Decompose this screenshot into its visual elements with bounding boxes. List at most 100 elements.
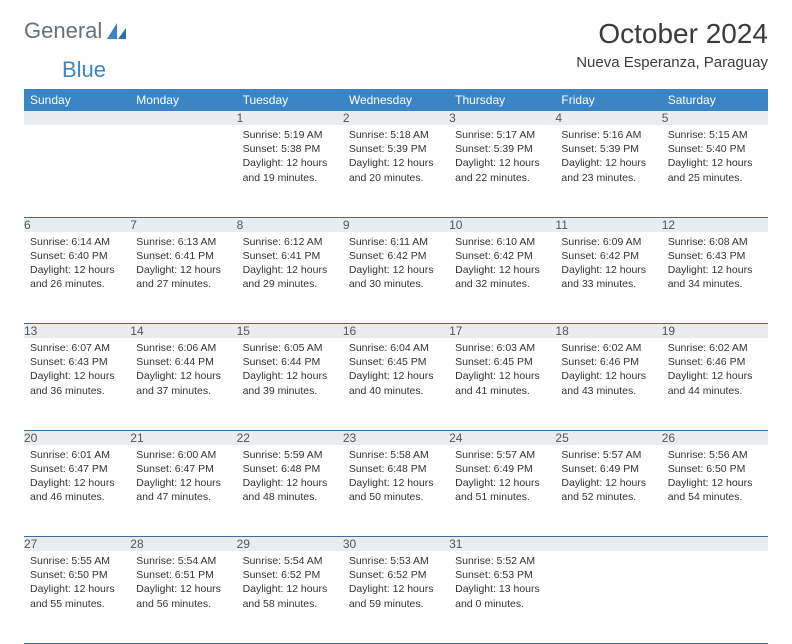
- week-row: Sunrise: 5:55 AMSunset: 6:50 PMDaylight:…: [24, 551, 768, 643]
- sunset-text: Sunset: 6:45 PM: [455, 355, 549, 369]
- day-number: 5: [662, 111, 768, 125]
- day-cell: Sunrise: 6:05 AMSunset: 6:44 PMDaylight:…: [237, 338, 343, 430]
- logo-text-general: General: [24, 18, 102, 44]
- day-number: 9: [343, 217, 449, 232]
- sunset-text: Sunset: 6:48 PM: [243, 462, 337, 476]
- day-content: Sunrise: 6:08 AMSunset: 6:43 PMDaylight:…: [662, 232, 768, 298]
- day-number: 13: [24, 324, 130, 339]
- daylight-text: Daylight: 12 hours and 20 minutes.: [349, 156, 443, 184]
- sunrise-text: Sunrise: 6:07 AM: [30, 341, 124, 355]
- day-number: 12: [662, 217, 768, 232]
- day-content: Sunrise: 5:54 AMSunset: 6:51 PMDaylight:…: [130, 551, 236, 617]
- sunrise-text: Sunrise: 6:01 AM: [30, 448, 124, 462]
- day-cell: Sunrise: 5:17 AMSunset: 5:39 PMDaylight:…: [449, 125, 555, 217]
- day-content: Sunrise: 5:52 AMSunset: 6:53 PMDaylight:…: [449, 551, 555, 617]
- daynum-row: 13141516171819: [24, 324, 768, 339]
- daylight-text: Daylight: 12 hours and 39 minutes.: [243, 369, 337, 397]
- sunset-text: Sunset: 6:49 PM: [561, 462, 655, 476]
- weekday-header: Tuesday: [237, 89, 343, 111]
- weekday-header: Sunday: [24, 89, 130, 111]
- daynum-row: 12345: [24, 111, 768, 125]
- day-number: 17: [449, 324, 555, 339]
- logo: General: [24, 18, 130, 44]
- day-content: Sunrise: 6:01 AMSunset: 6:47 PMDaylight:…: [24, 445, 130, 511]
- weekday-header: Wednesday: [343, 89, 449, 111]
- day-number: 25: [555, 430, 661, 445]
- daylight-text: Daylight: 12 hours and 34 minutes.: [668, 263, 762, 291]
- week-row: Sunrise: 6:07 AMSunset: 6:43 PMDaylight:…: [24, 338, 768, 430]
- sunrise-text: Sunrise: 6:13 AM: [136, 235, 230, 249]
- sunrise-text: Sunrise: 5:54 AM: [136, 554, 230, 568]
- weekday-header: Friday: [555, 89, 661, 111]
- daylight-text: Daylight: 12 hours and 50 minutes.: [349, 476, 443, 504]
- day-cell: Sunrise: 5:54 AMSunset: 6:52 PMDaylight:…: [237, 551, 343, 643]
- empty-cell: [662, 551, 768, 643]
- day-content: Sunrise: 5:17 AMSunset: 5:39 PMDaylight:…: [449, 125, 555, 191]
- sunset-text: Sunset: 6:47 PM: [30, 462, 124, 476]
- sunset-text: Sunset: 5:39 PM: [561, 142, 655, 156]
- daylight-text: Daylight: 12 hours and 46 minutes.: [30, 476, 124, 504]
- day-number: 14: [130, 324, 236, 339]
- sunset-text: Sunset: 6:44 PM: [243, 355, 337, 369]
- day-number: 1: [237, 111, 343, 125]
- daylight-text: Daylight: 12 hours and 30 minutes.: [349, 263, 443, 291]
- day-content: Sunrise: 5:57 AMSunset: 6:49 PMDaylight:…: [449, 445, 555, 511]
- sunrise-text: Sunrise: 6:06 AM: [136, 341, 230, 355]
- day-cell: Sunrise: 5:56 AMSunset: 6:50 PMDaylight:…: [662, 445, 768, 537]
- day-cell: Sunrise: 6:02 AMSunset: 6:46 PMDaylight:…: [555, 338, 661, 430]
- sunset-text: Sunset: 6:52 PM: [243, 568, 337, 582]
- day-number: 11: [555, 217, 661, 232]
- sunrise-text: Sunrise: 5:52 AM: [455, 554, 549, 568]
- daylight-text: Daylight: 12 hours and 33 minutes.: [561, 263, 655, 291]
- sunrise-text: Sunrise: 6:11 AM: [349, 235, 443, 249]
- day-content: Sunrise: 6:05 AMSunset: 6:44 PMDaylight:…: [237, 338, 343, 404]
- sunrise-text: Sunrise: 6:00 AM: [136, 448, 230, 462]
- daynum-row: 6789101112: [24, 217, 768, 232]
- day-content: Sunrise: 6:11 AMSunset: 6:42 PMDaylight:…: [343, 232, 449, 298]
- day-number: 20: [24, 430, 130, 445]
- day-content: Sunrise: 6:06 AMSunset: 6:44 PMDaylight:…: [130, 338, 236, 404]
- daylight-text: Daylight: 12 hours and 51 minutes.: [455, 476, 549, 504]
- sunset-text: Sunset: 6:42 PM: [349, 249, 443, 263]
- day-content: Sunrise: 5:55 AMSunset: 6:50 PMDaylight:…: [24, 551, 130, 617]
- weekday-header: Thursday: [449, 89, 555, 111]
- daylight-text: Daylight: 12 hours and 32 minutes.: [455, 263, 549, 291]
- sunrise-text: Sunrise: 6:09 AM: [561, 235, 655, 249]
- week-row: Sunrise: 6:01 AMSunset: 6:47 PMDaylight:…: [24, 445, 768, 537]
- daylight-text: Daylight: 12 hours and 56 minutes.: [136, 582, 230, 610]
- day-number: 19: [662, 324, 768, 339]
- day-number: 6: [24, 217, 130, 232]
- sunrise-text: Sunrise: 5:54 AM: [243, 554, 337, 568]
- day-cell: Sunrise: 6:12 AMSunset: 6:41 PMDaylight:…: [237, 232, 343, 324]
- weekday-header: Saturday: [662, 89, 768, 111]
- day-cell: Sunrise: 5:19 AMSunset: 5:38 PMDaylight:…: [237, 125, 343, 217]
- sunrise-text: Sunrise: 5:57 AM: [455, 448, 549, 462]
- sunrise-text: Sunrise: 5:18 AM: [349, 128, 443, 142]
- day-number: 27: [24, 537, 130, 552]
- sunrise-text: Sunrise: 6:10 AM: [455, 235, 549, 249]
- day-cell: Sunrise: 6:14 AMSunset: 6:40 PMDaylight:…: [24, 232, 130, 324]
- sunset-text: Sunset: 6:43 PM: [30, 355, 124, 369]
- sunrise-text: Sunrise: 5:53 AM: [349, 554, 443, 568]
- sunset-text: Sunset: 6:47 PM: [136, 462, 230, 476]
- sunset-text: Sunset: 6:45 PM: [349, 355, 443, 369]
- day-cell: Sunrise: 5:59 AMSunset: 6:48 PMDaylight:…: [237, 445, 343, 537]
- daylight-text: Daylight: 12 hours and 40 minutes.: [349, 369, 443, 397]
- day-content: Sunrise: 5:54 AMSunset: 6:52 PMDaylight:…: [237, 551, 343, 617]
- empty-cell: [555, 551, 661, 643]
- day-cell: Sunrise: 6:07 AMSunset: 6:43 PMDaylight:…: [24, 338, 130, 430]
- day-cell: Sunrise: 5:57 AMSunset: 6:49 PMDaylight:…: [555, 445, 661, 537]
- daylight-text: Daylight: 13 hours and 0 minutes.: [455, 582, 549, 610]
- sunset-text: Sunset: 6:50 PM: [30, 568, 124, 582]
- day-content: Sunrise: 5:56 AMSunset: 6:50 PMDaylight:…: [662, 445, 768, 511]
- daylight-text: Daylight: 12 hours and 36 minutes.: [30, 369, 124, 397]
- empty-daynum: [24, 111, 130, 125]
- sunrise-text: Sunrise: 6:14 AM: [30, 235, 124, 249]
- day-cell: Sunrise: 5:55 AMSunset: 6:50 PMDaylight:…: [24, 551, 130, 643]
- day-cell: Sunrise: 5:16 AMSunset: 5:39 PMDaylight:…: [555, 125, 661, 217]
- day-cell: Sunrise: 6:03 AMSunset: 6:45 PMDaylight:…: [449, 338, 555, 430]
- sunset-text: Sunset: 6:44 PM: [136, 355, 230, 369]
- daylight-text: Daylight: 12 hours and 37 minutes.: [136, 369, 230, 397]
- day-cell: Sunrise: 6:02 AMSunset: 6:46 PMDaylight:…: [662, 338, 768, 430]
- sunset-text: Sunset: 6:42 PM: [561, 249, 655, 263]
